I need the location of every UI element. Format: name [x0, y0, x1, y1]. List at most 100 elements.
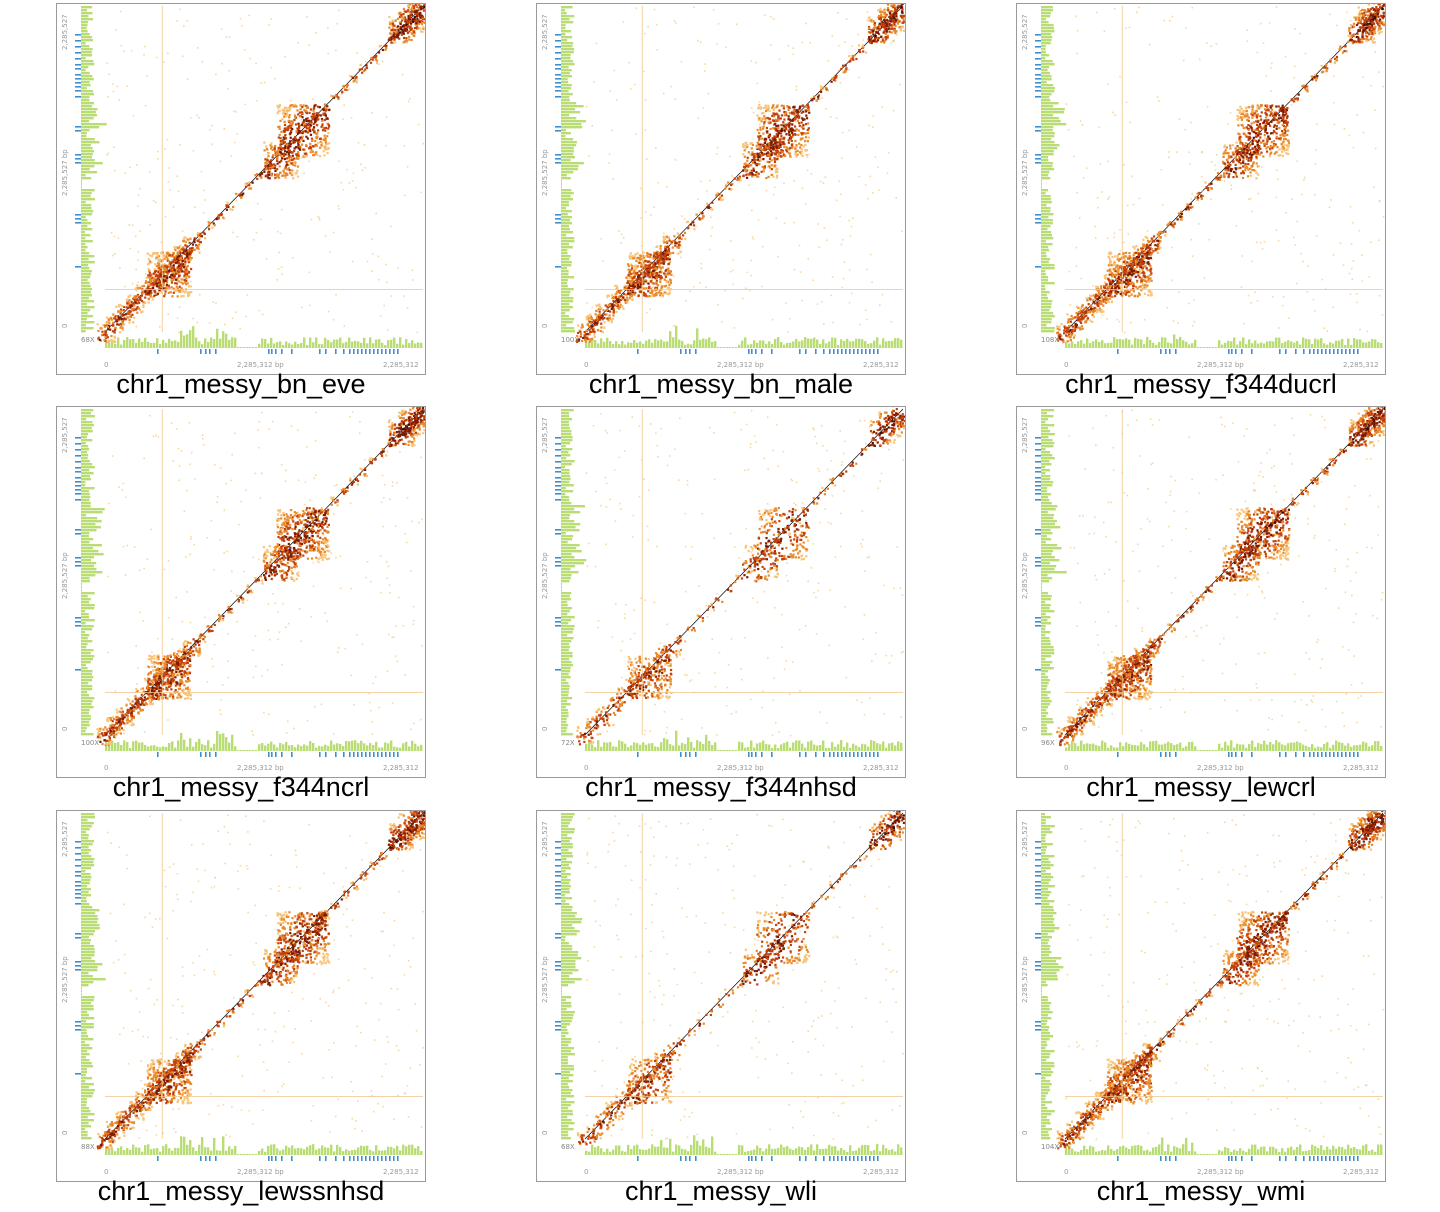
- contact-map-panel: 0 2,285,312 bp 2,285,312 2,285,527 2,285,527…: [1016, 3, 1386, 375]
- coverage-label: 68X: [81, 336, 95, 344]
- x-axis-end-label: 2,285,312: [1343, 1168, 1379, 1176]
- x-axis-mid-label: 2,285,312 bp: [1197, 1168, 1244, 1176]
- y-axis-start-label: 0: [61, 1130, 69, 1135]
- x-axis-start-label: 0: [584, 764, 589, 772]
- contact-map-plot: [1035, 407, 1385, 757]
- x-axis-start-label: 0: [584, 361, 589, 369]
- left-annotation-track: [75, 34, 81, 268]
- bottom-annotation-track: [637, 752, 879, 757]
- y-axis-mid-label: 2,285,527 bp: [541, 956, 549, 1003]
- y-axis-mid-label: 2,285,527 bp: [1021, 149, 1029, 196]
- y-axis-mid-label: 2,285,527 bp: [1021, 956, 1029, 1003]
- y-axis-start-label: 0: [541, 726, 549, 731]
- x-axis-end-label: 2,285,312: [863, 1168, 899, 1176]
- y-axis-end-label: 2,285,527: [1021, 417, 1029, 453]
- y-axis-end-label: 2,285,527: [61, 417, 69, 453]
- y-axis-mid-label: 2,285,527 bp: [1021, 552, 1029, 599]
- contact-heatmap: [96, 4, 425, 344]
- bottom-annotation-track: [1117, 1156, 1359, 1161]
- x-axis-start-label: 0: [104, 764, 109, 772]
- coverage-label: 72X: [561, 739, 575, 747]
- left-coverage-track: [81, 6, 107, 333]
- contact-heatmap: [576, 4, 905, 344]
- bottom-annotation-track: [1117, 752, 1359, 757]
- contact-map-panel: 0 2,285,312 bp 2,285,312 2,285,527 2,285,527…: [536, 3, 906, 375]
- contact-heatmap: [96, 407, 425, 747]
- coverage-label: 100X: [561, 336, 580, 344]
- left-coverage-track: [1041, 409, 1067, 736]
- x-axis-mid-label: 2,285,312 bp: [237, 1168, 284, 1176]
- y-axis-start-label: 0: [1021, 726, 1029, 731]
- y-axis-end-label: 2,285,527: [1021, 14, 1029, 50]
- x-axis-end-label: 2,285,312: [383, 764, 419, 772]
- contact-map-plot: [75, 4, 425, 354]
- left-coverage-track: [1041, 6, 1067, 333]
- left-coverage-track: [1041, 813, 1064, 1140]
- y-axis-mid-label: 2,285,527 bp: [61, 149, 69, 196]
- y-axis-end-label: 2,285,527: [1021, 821, 1029, 857]
- x-axis-start-label: 0: [104, 1168, 109, 1176]
- x-axis-end-label: 2,285,312: [1343, 361, 1379, 369]
- panel-title: chr1_messy_f344ducrl: [1065, 369, 1337, 399]
- contact-map-panel: 0 2,285,312 bp 2,285,312 2,285,527 2,285,527…: [536, 810, 906, 1182]
- y-axis-end-label: 2,285,527: [61, 14, 69, 50]
- panel-title: chr1_messy_wli: [624, 1176, 818, 1206]
- coverage-label: 88X: [81, 1143, 95, 1151]
- left-annotation-track: [1035, 841, 1041, 1075]
- left-coverage-track: [561, 6, 586, 333]
- y-axis-end-label: 2,285,527: [541, 821, 549, 857]
- x-axis-start-label: 0: [1064, 764, 1069, 772]
- contact-map-panel: 0 2,285,312 bp 2,285,312 2,285,527 2,285,527…: [56, 810, 426, 1182]
- x-axis-start-label: 0: [1064, 1168, 1069, 1176]
- panel-title: chr1_messy_lewcrl: [1086, 772, 1316, 802]
- left-coverage-track: [81, 813, 106, 1140]
- x-axis-mid-label: 2,285,312 bp: [717, 1168, 764, 1176]
- bottom-annotation-track: [1117, 349, 1359, 354]
- left-annotation-track: [1035, 437, 1041, 671]
- contact-map-plot: [75, 407, 425, 757]
- y-axis-end-label: 2,285,527: [541, 417, 549, 453]
- contact-map-panel: 0 2,285,312 bp 2,285,312 2,285,527 2,285,527…: [1016, 810, 1386, 1182]
- contact-map-plot: [1035, 811, 1385, 1161]
- contact-heatmap: [576, 407, 905, 746]
- x-axis-end-label: 2,285,312: [863, 361, 899, 369]
- x-axis-start-label: 0: [584, 1168, 589, 1176]
- contact-map-panel: 0 2,285,312 bp 2,285,312 2,285,527 2,285,527…: [1016, 406, 1386, 778]
- bottom-coverage-track: [585, 1135, 903, 1155]
- bottom-annotation-track: [637, 1156, 879, 1161]
- left-coverage-track: [561, 409, 587, 736]
- contact-map-panel: 0 2,285,312 bp 2,285,312 2,285,527 2,285,527…: [536, 406, 906, 778]
- contact-map-panel: 0 2,285,312 bp 2,285,312 2,285,527 2,285,527…: [56, 3, 426, 375]
- x-axis-mid-label: 2,285,312 bp: [717, 764, 764, 772]
- panel-title: chr1_messy_f344nhsd: [585, 772, 857, 802]
- x-axis-mid-label: 2,285,312 bp: [1197, 764, 1244, 772]
- y-axis-mid-label: 2,285,527 bp: [61, 552, 69, 599]
- panel-title: chr1_messy_bn_eve: [116, 369, 366, 399]
- coverage-label: 108X: [1041, 336, 1060, 344]
- bottom-coverage-track: [105, 730, 423, 751]
- x-axis-start-label: 0: [1064, 361, 1069, 369]
- bottom-annotation-track: [157, 349, 399, 354]
- contact-heatmap: [96, 811, 425, 1151]
- coverage-label: 96X: [1041, 739, 1055, 747]
- coverage-label: 100X: [81, 739, 100, 747]
- left-annotation-track: [75, 437, 81, 671]
- x-axis-mid-label: 2,285,312 bp: [717, 361, 764, 369]
- x-axis-end-label: 2,285,312: [383, 1168, 419, 1176]
- contact-heatmap: [1056, 811, 1385, 1150]
- left-coverage-track: [561, 813, 583, 1140]
- x-axis-mid-label: 2,285,312 bp: [237, 361, 284, 369]
- y-axis-end-label: 2,285,527: [541, 14, 549, 50]
- left-annotation-track: [1035, 34, 1041, 268]
- bottom-coverage-track: [105, 1136, 423, 1155]
- panel-title: chr1_messy_bn_male: [588, 369, 854, 399]
- left-annotation-track: [75, 841, 81, 1075]
- x-axis-mid-label: 2,285,312 bp: [237, 764, 284, 772]
- left-annotation-track: [555, 437, 561, 671]
- bottom-annotation-track: [637, 349, 879, 354]
- contact-map-plot: [555, 4, 905, 354]
- contact-map-plot: [555, 811, 905, 1161]
- y-axis-mid-label: 2,285,527 bp: [61, 956, 69, 1003]
- bottom-coverage-track: [1065, 334, 1383, 348]
- bottom-coverage-track: [585, 730, 903, 751]
